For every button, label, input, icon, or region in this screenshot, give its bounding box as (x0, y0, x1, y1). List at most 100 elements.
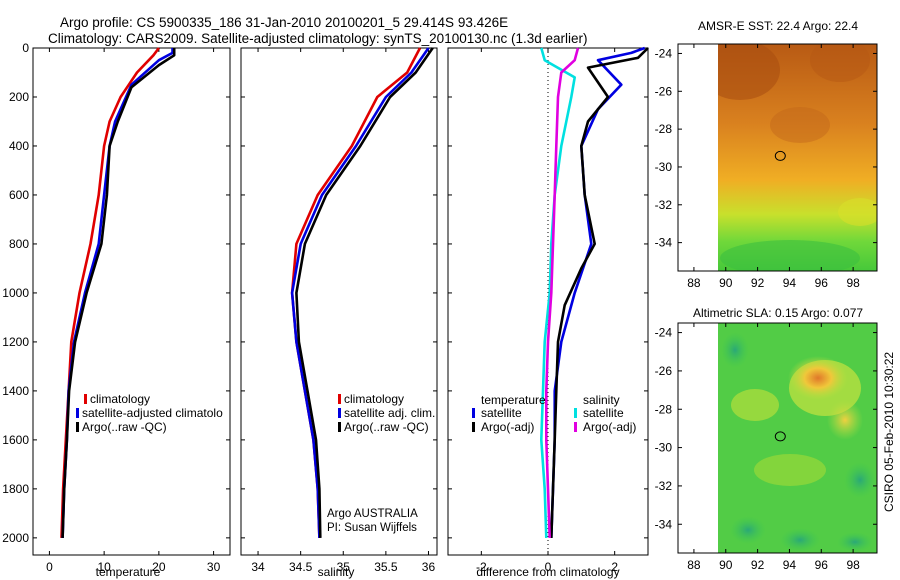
y-tick-label: -30 (655, 441, 673, 455)
sla-map-axes (677, 322, 878, 554)
y-tick-label: 1800 (2, 482, 29, 496)
series-line-argo-raw-qc- (61, 48, 176, 538)
x-tick-label: 20 (152, 560, 166, 574)
x-tick-label: 0 (545, 560, 552, 574)
legend-label-sal-argo: Argo(-adj) (583, 420, 636, 434)
x-tick-label: 2 (611, 560, 618, 574)
x-tick-label: 92 (751, 558, 765, 572)
temperature-yaxis: 0 200 400 600 800 1000 1200 1400 1600 1800 2000 (2, 41, 230, 545)
y-tick-label: -34 (655, 517, 673, 531)
x-tick-label: 98 (846, 276, 860, 290)
x-tick-label: 34.5 (289, 560, 313, 574)
y-tick-label: 1200 (2, 335, 29, 349)
legend-swatch-sal-satellite (574, 408, 577, 418)
x-tick-label: 90 (719, 276, 733, 290)
legend-title-salinity: salinity (583, 393, 620, 407)
temperature-xaxis: 0 10 20 30 (46, 48, 221, 574)
y-tick-label: 1600 (2, 433, 29, 447)
y-tick-label: 400 (9, 139, 29, 153)
x-tick-label: 98 (846, 558, 860, 572)
difference-xlabel: difference from climatology (476, 565, 619, 579)
legend-swatch-argo (338, 422, 341, 432)
y-tick-label: 2000 (2, 531, 29, 545)
sla-high-blob (788, 356, 848, 400)
series-line-temperature-argo-adj- (550, 47, 649, 538)
argo-position-marker (774, 150, 786, 161)
salinity-panel: 34 34.5 35 35.5 36 salinity climatology sate… (240, 47, 438, 579)
salinity-yaxis (241, 47, 437, 539)
y-tick-label: 1000 (2, 286, 29, 300)
sla-map-panel: Altimetric SLA: 0.15 Argo: 0.077 88 90 92 9… (655, 306, 878, 572)
y-tick-label: -24 (655, 46, 673, 60)
legend-swatch-satellite (338, 408, 341, 418)
legend-label-sal-satellite: satellite (583, 406, 624, 420)
temperature-xlabel: temperature (96, 565, 161, 579)
legend-title-temperature: temperature (481, 393, 546, 407)
legend-label-satellite: satellite-adjusted climatolo (82, 406, 223, 420)
y-tick-label: -26 (655, 84, 673, 98)
y-tick-label: -24 (655, 326, 673, 340)
x-tick-label: 96 (815, 558, 829, 572)
salinity-xaxis: 34 34.5 35 35.5 36 (251, 48, 435, 574)
timestamp-label: CSIRO 05-Feb-2010 10:30:22 (882, 352, 896, 512)
sla-map-title: Altimetric SLA: 0.15 Argo: 0.077 (693, 306, 863, 320)
legend-label-temp-satellite: satellite (481, 406, 522, 420)
y-tick-label: 1400 (2, 384, 29, 398)
legend-label-satellite: satellite adj. clim. (344, 406, 435, 420)
legend-swatch-climatology (338, 394, 341, 404)
sst-warm-blob (718, 44, 780, 100)
sla-low-blob (780, 528, 820, 552)
y-tick-label: -30 (655, 160, 673, 174)
salinity-lines (290, 47, 434, 538)
series-line-salinity-argo-adj- (544, 47, 580, 538)
x-tick-label: 36 (422, 560, 436, 574)
sst-warm-blob (810, 44, 870, 82)
difference-xaxis: -2 0 2 (476, 48, 618, 574)
x-tick-label: 30 (207, 560, 221, 574)
argo-pi-label: PI: Susan Wijffels (327, 522, 417, 534)
sst-map-panel: AMSR-E SST: 22.4 Argo: 22.4 88 90 92 94 96 98… (655, 19, 878, 290)
y-tick-label: -26 (655, 364, 673, 378)
argo-position-marker (774, 431, 786, 442)
legend-swatch-climatology (84, 394, 87, 404)
y-tick-label: 600 (9, 188, 29, 202)
legend-swatch-argo (76, 422, 79, 432)
salinity-xlabel: salinity (318, 565, 355, 579)
difference-legend: temperature salinity satellite Argo(-adj… (472, 393, 636, 434)
y-tick-label: -32 (655, 198, 673, 212)
y-tick-label: -28 (655, 402, 673, 416)
difference-panel: -2 0 2 difference from climatology tempera… (447, 46, 649, 579)
legend-swatch-satellite (76, 408, 79, 418)
x-tick-label: 94 (783, 276, 797, 290)
legend-label-climatology: climatology (90, 392, 150, 406)
sla-high-blob (827, 400, 863, 440)
x-tick-label: 88 (687, 558, 701, 572)
series-line-climatology (290, 47, 422, 538)
x-tick-label: 94 (783, 558, 797, 572)
salinity-axes (240, 47, 438, 556)
salinity-legend: climatology satellite adj. clim. Argo(..… (338, 392, 435, 434)
sst-warm-blob (770, 107, 830, 143)
legend-label-argo: Argo(..raw -QC) (344, 420, 429, 434)
title-line2: Climatology: CARS2009. Satellite-adjuste… (48, 31, 588, 46)
sla-low-blob (721, 332, 749, 368)
series-line-satellite-adj-clim- (290, 47, 430, 538)
sla-low-blob (837, 532, 873, 552)
argo-country-label: Argo AUSTRALIA (327, 508, 418, 520)
sst-green-blob (720, 240, 860, 271)
sst-map-title: AMSR-E SST: 22.4 Argo: 22.4 (698, 19, 858, 33)
legend-label-climatology: climatology (344, 392, 404, 406)
legend-swatch-temp-satellite (472, 408, 475, 418)
x-tick-label: 35.5 (374, 560, 398, 574)
y-tick-label: -28 (655, 122, 673, 136)
y-tick-label: -34 (655, 236, 673, 250)
temperature-legend: climatology satellite-adjusted climatolo… (76, 392, 223, 434)
sla-map-ticks: 88 90 92 94 96 98 -24 -26 -28 -30 -32 -34 (655, 323, 877, 572)
temperature-axes (32, 47, 231, 556)
sla-low-blob (730, 516, 766, 544)
legend-label-argo: Argo(..raw -QC) (82, 420, 167, 434)
sst-map-field (718, 44, 877, 271)
sla-low-blob (844, 462, 876, 498)
legend-label-temp-argo: Argo(-adj) (481, 420, 534, 434)
